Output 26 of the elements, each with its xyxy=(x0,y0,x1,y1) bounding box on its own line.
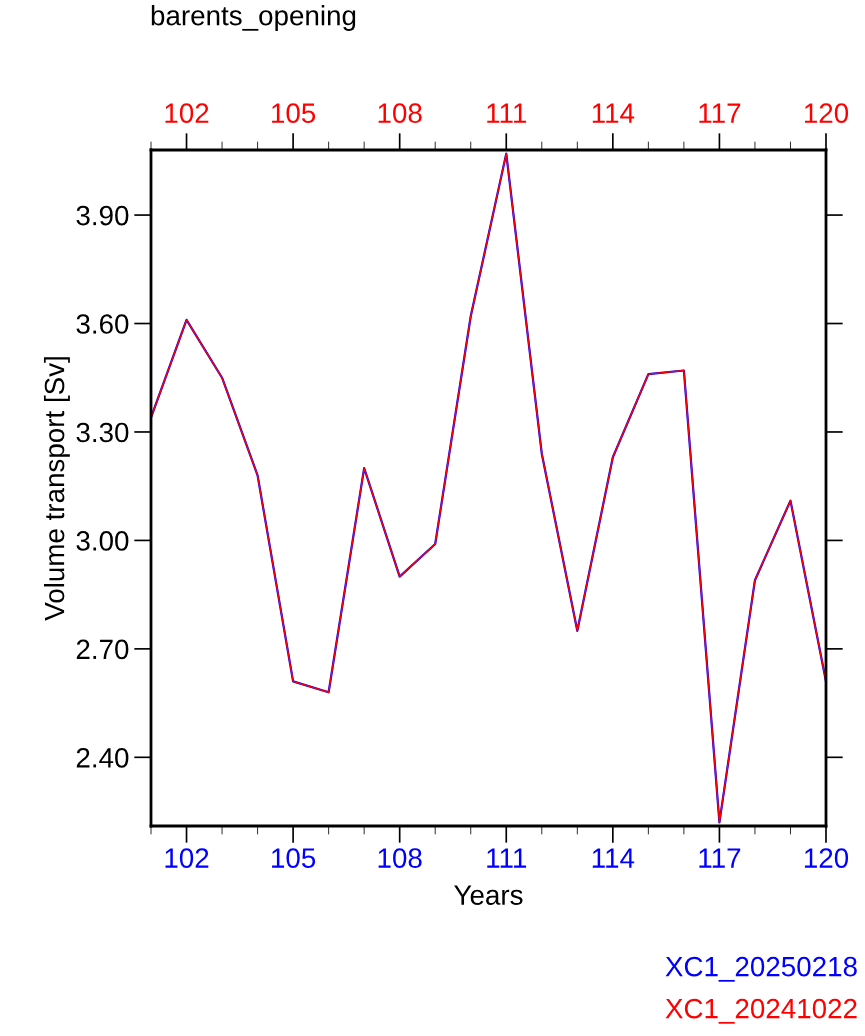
x2-tick-label: 108 xyxy=(378,103,422,123)
x2-tick-label: 105 xyxy=(272,103,316,123)
x2-tick-label: 111 xyxy=(487,103,527,123)
y-tick-label: 2.40 xyxy=(76,747,129,768)
x2-tick-label: 117 xyxy=(699,103,741,123)
x-tick-label: 111 xyxy=(487,848,527,868)
x-tick-label: 108 xyxy=(378,848,422,868)
x2-tick-label: 114 xyxy=(592,103,635,123)
text: XC1_20250218 xyxy=(665,956,857,982)
text: XC1_20241022 xyxy=(665,998,857,1024)
line-series xyxy=(151,152,826,824)
y-tick-label: 3.90 xyxy=(76,205,129,226)
x-axis-title: Years xyxy=(454,885,523,905)
x-tick-label: 117 xyxy=(699,848,741,868)
x-tick-label: 105 xyxy=(272,848,316,868)
x-tick-label: 114 xyxy=(592,848,635,868)
chart-title: barents_opening xyxy=(151,5,356,31)
x2-tick-label: 120 xyxy=(804,103,849,123)
y-tick-label: 2.70 xyxy=(76,639,129,660)
y-tick-label: 3.30 xyxy=(76,422,129,443)
x-tick-label: 102 xyxy=(165,848,209,868)
x-tick-label: 120 xyxy=(804,848,849,868)
y-axis-title: Volume transport [Sv] xyxy=(43,357,70,621)
x2-tick-label: 102 xyxy=(165,103,209,123)
y-tick-label: 3.00 xyxy=(76,531,129,551)
y-tick-label: 3.60 xyxy=(76,314,129,334)
